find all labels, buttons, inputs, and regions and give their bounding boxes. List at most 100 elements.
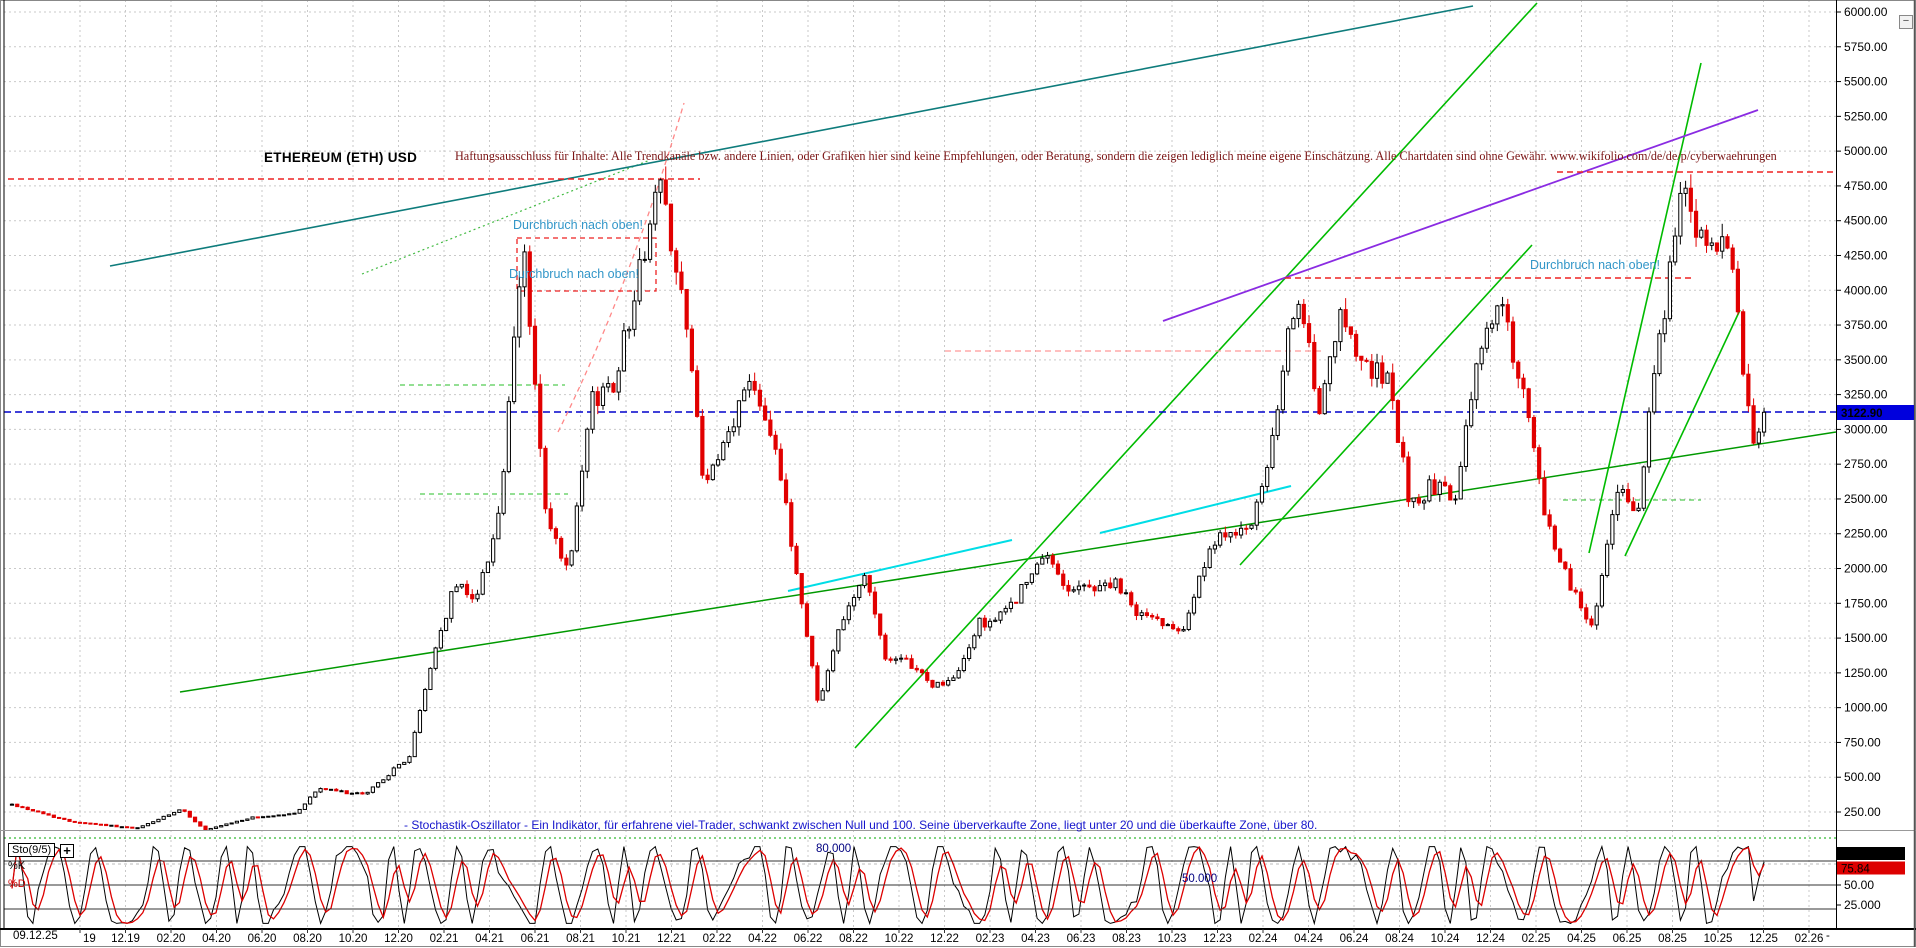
time-tick-label: 08.25 [1658, 933, 1687, 945]
candle-body [705, 474, 710, 481]
time-tick-label: 10.22 [885, 933, 914, 945]
trend-lines-over [4, 2, 1837, 749]
candle-body [1129, 592, 1134, 606]
candle-body [1406, 456, 1411, 503]
candle-body [297, 808, 302, 814]
candle-body [851, 596, 857, 607]
candle-body [62, 817, 67, 820]
candle-body [1265, 466, 1270, 487]
candle-body [1568, 568, 1573, 591]
candle-body [496, 512, 501, 540]
candle-body [1374, 362, 1380, 379]
price-tick-label: 5000.00 [1844, 144, 1888, 158]
candle-body [114, 824, 119, 828]
candle-body [77, 821, 83, 824]
candle-body [1704, 229, 1709, 246]
candle-body [846, 605, 851, 621]
candle-body [1270, 434, 1275, 468]
time-tick-label: 12.20 [384, 933, 413, 945]
candle-body [893, 658, 898, 661]
candle-body [1662, 318, 1667, 335]
price-tick-label: 2750.00 [1844, 457, 1888, 471]
price-tick-label: 5250.00 [1844, 109, 1888, 123]
candle-body [349, 792, 355, 795]
breakout-annotation-2: Durchbruch nach oben! [509, 267, 639, 281]
candle-body [56, 816, 62, 819]
time-tick-label: 08.22 [839, 933, 868, 945]
stochastic-indicator-button[interactable]: Sto(9/5) [8, 843, 56, 858]
candle-body [381, 779, 386, 784]
candle-body [501, 471, 506, 514]
candle-body [637, 259, 642, 302]
time-tick-label: 06.21 [521, 933, 550, 945]
candle-body [794, 545, 799, 575]
candle-body [88, 822, 93, 825]
candle-body [229, 822, 234, 825]
candle-body [1207, 548, 1212, 569]
salmon-parabolic-dash [557, 102, 685, 433]
candle-body [1401, 441, 1406, 458]
candle-body [742, 389, 747, 402]
green-support-long [179, 431, 1837, 693]
candle-body [203, 825, 208, 831]
candle-body [951, 677, 956, 682]
candle-body [1123, 592, 1129, 595]
candle-body [443, 617, 449, 632]
candle-body [1186, 612, 1191, 630]
candle-body [1489, 323, 1495, 329]
candle-body [386, 775, 391, 781]
time-tick-label: 02.23 [976, 933, 1005, 945]
candle-body [1108, 582, 1113, 589]
time-tick-label: 08.21 [566, 933, 595, 945]
candle-body [41, 811, 46, 815]
candle-body [579, 470, 585, 507]
candle-body [318, 788, 323, 793]
candle-body [590, 391, 595, 430]
candle-body [1563, 561, 1568, 570]
candle-body [177, 809, 182, 813]
candle-body [1652, 373, 1657, 413]
candle-body [1191, 596, 1197, 614]
price-axis: 6000.00 5750.00 5500.00 5250.00 5000.00 4750.… [1836, 5, 1888, 819]
candle-body [919, 669, 925, 674]
candle-body [145, 823, 151, 827]
candle-body [1610, 514, 1615, 545]
minimize-button[interactable]: − [1899, 15, 1913, 29]
time-tick-label: 04.23 [1021, 933, 1050, 945]
time-tick-label: 04.22 [748, 933, 777, 945]
candle-body [1693, 210, 1699, 238]
candle-body [899, 657, 904, 660]
candle-body [600, 386, 606, 406]
svg-text:75.84: 75.84 [1841, 864, 1870, 876]
candle-body [104, 823, 109, 827]
candle-body [632, 300, 637, 330]
candle-body [124, 826, 130, 829]
candle-body [1259, 485, 1265, 503]
candle-body [328, 788, 334, 791]
time-tick-label: 06.20 [248, 933, 277, 945]
candle-body [391, 767, 396, 777]
candle-body [627, 328, 632, 332]
candle-body [1061, 573, 1066, 586]
candle-body [1291, 318, 1296, 330]
candle-body [1066, 584, 1071, 592]
price-tick-label: 5750.00 [1844, 40, 1888, 54]
candle-body [1218, 532, 1223, 546]
svg-text:78.97: 78.97 [1841, 849, 1870, 861]
stochastic-note: - Stochastik-Oszillator - Ein Indikator,… [404, 818, 1318, 832]
candle-body [1746, 373, 1751, 407]
candle-body [166, 814, 172, 817]
candle-body [1369, 360, 1374, 379]
add-indicator-button[interactable]: + [60, 844, 74, 858]
candle-body [1155, 616, 1160, 620]
candle-body [1327, 356, 1333, 385]
candle-body [287, 813, 292, 816]
candle-body [993, 619, 998, 622]
candle-body [1280, 370, 1285, 411]
candle-body [234, 820, 239, 824]
candle-body [736, 400, 742, 428]
candle-body [1578, 591, 1584, 609]
candle-body [1416, 497, 1421, 504]
candle-body [240, 819, 245, 822]
